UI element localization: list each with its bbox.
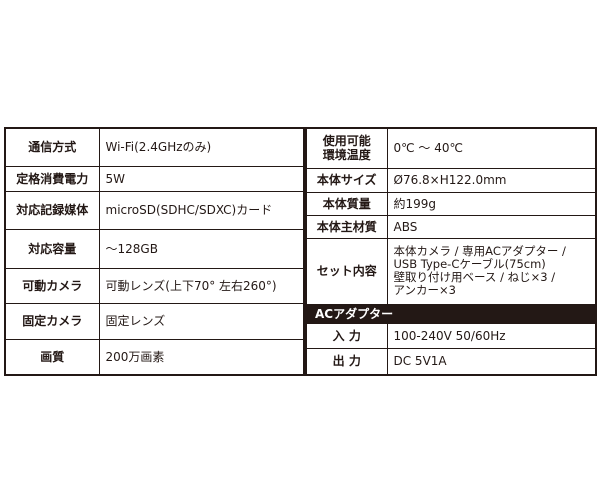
spec-label: 対応記録媒体 bbox=[4, 190, 100, 230]
spec-value: 可動レンズ(上下70° 左右260°) bbox=[98, 267, 305, 304]
spec-label: 出 力 bbox=[305, 347, 388, 376]
section-header-row: ACアダプター bbox=[305, 303, 597, 324]
spec-value: ABS bbox=[386, 214, 597, 239]
set-item-line: アンカー×3 bbox=[393, 283, 457, 297]
spec-label: 入 力 bbox=[305, 322, 388, 349]
ac-adapter-header: ACアダプター bbox=[305, 303, 597, 324]
spec-label: 通信方式 bbox=[4, 127, 100, 167]
spec-label: 対応容量 bbox=[4, 228, 100, 269]
table-row: 定格消費電力 5W bbox=[4, 165, 305, 192]
spec-table-right: 使用可能 環境温度 0℃ 〜 40℃ 本体サイズ Ø76.8×H122.0mm 本体質… bbox=[305, 127, 597, 376]
table-row: 本体質量 約199g bbox=[305, 191, 597, 216]
spec-label: 本体質量 bbox=[305, 191, 388, 216]
spec-value: 〜128GB bbox=[98, 228, 305, 269]
spec-value: 固定レンズ bbox=[98, 302, 305, 340]
table-row: 入 力 100-240V 50/60Hz bbox=[305, 322, 597, 349]
spec-label: 画質 bbox=[4, 338, 100, 376]
spec-value: 0℃ 〜 40℃ bbox=[386, 127, 597, 169]
spec-value: DC 5V1A bbox=[386, 347, 597, 376]
table-row: 対応記録媒体 microSD(SDHC/SDXC)カード bbox=[4, 190, 305, 230]
spec-value: 100-240V 50/60Hz bbox=[386, 322, 597, 349]
table-row: 本体主材質 ABS bbox=[305, 214, 597, 239]
spec-label: 可動カメラ bbox=[4, 267, 100, 304]
table-row: 出 力 DC 5V1A bbox=[305, 347, 597, 376]
spec-label: 固定カメラ bbox=[4, 302, 100, 340]
table-row: 本体サイズ Ø76.8×H122.0mm bbox=[305, 167, 597, 193]
table-row: セット内容 本体カメラ / 専用ACアダプター / USB Type-Cケーブル(7… bbox=[305, 237, 597, 305]
spec-label: 本体サイズ bbox=[305, 167, 388, 193]
set-item-line: 本体カメラ / 専用ACアダプター / bbox=[393, 244, 566, 258]
label-line: 環境温度 bbox=[322, 148, 371, 163]
label-line: 使用可能 bbox=[322, 134, 371, 149]
spec-table-left: 通信方式 Wi-Fi(2.4GHzのみ) 定格消費電力 5W 対応記録媒体 micro… bbox=[4, 127, 305, 376]
spec-value: 約199g bbox=[386, 191, 597, 216]
table-row: 可動カメラ 可動レンズ(上下70° 左右260°) bbox=[4, 267, 305, 304]
spec-value: Ø76.8×H122.0mm bbox=[386, 167, 597, 193]
spec-label: 使用可能 環境温度 bbox=[305, 127, 388, 169]
spec-value: 本体カメラ / 専用ACアダプター / USB Type-Cケーブル(75cm) 壁… bbox=[386, 237, 597, 305]
spec-label: 本体主材質 bbox=[305, 214, 388, 239]
spec-value: 200万画素 bbox=[98, 338, 305, 376]
spec-label: 定格消費電力 bbox=[4, 165, 100, 192]
table-row: 対応容量 〜128GB bbox=[4, 228, 305, 269]
table-row: 使用可能 環境温度 0℃ 〜 40℃ bbox=[305, 127, 597, 169]
spec-label: セット内容 bbox=[305, 237, 388, 305]
spec-value: Wi-Fi(2.4GHzのみ) bbox=[98, 127, 305, 167]
set-item-line: USB Type-Cケーブル(75cm) bbox=[393, 257, 546, 271]
table-row: 画質 200万画素 bbox=[4, 338, 305, 376]
table-row: 通信方式 Wi-Fi(2.4GHzのみ) bbox=[4, 127, 305, 167]
set-item-line: 壁取り付け用ベース / ねじ×3 / bbox=[393, 270, 556, 284]
spec-value: microSD(SDHC/SDXC)カード bbox=[98, 190, 305, 230]
spec-value: 5W bbox=[98, 165, 305, 192]
table-row: 固定カメラ 固定レンズ bbox=[4, 302, 305, 340]
